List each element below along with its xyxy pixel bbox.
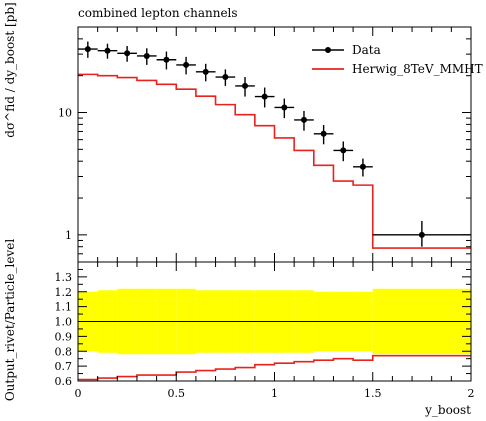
data-point <box>254 87 275 108</box>
chart-title: combined lepton channels <box>78 6 238 20</box>
data-point <box>235 77 255 97</box>
data-marker <box>143 52 150 59</box>
data-marker <box>359 163 366 170</box>
data-point <box>215 69 236 86</box>
legend: Data Herwig_8TeV_MMHT <box>312 43 483 76</box>
ratio-y-tick-label: 1.0 <box>55 316 73 329</box>
data-marker <box>222 74 229 81</box>
x-tick-label: 2 <box>468 387 475 400</box>
data-marker <box>202 68 209 75</box>
data-marker <box>320 130 327 137</box>
data-marker <box>163 56 170 63</box>
data-point <box>136 48 157 65</box>
x-tick-label: 0 <box>75 387 82 400</box>
data-point <box>274 98 295 119</box>
data-point <box>176 56 196 75</box>
data-marker <box>183 61 190 68</box>
data-point <box>353 158 373 177</box>
data-marker <box>84 46 91 53</box>
data-marker <box>340 147 347 154</box>
y-tick-label: 10 <box>58 107 72 120</box>
data-marker <box>124 50 131 57</box>
data-marker <box>418 231 425 238</box>
data-marker <box>261 93 268 100</box>
data-point <box>78 41 98 58</box>
ratio-y-tick-label: 1.1 <box>55 301 73 314</box>
legend-data-marker <box>325 47 331 53</box>
data-point <box>372 220 471 247</box>
mc-step-line <box>78 73 471 249</box>
x-axis-title: y_boost <box>424 403 471 417</box>
data-marker <box>281 104 288 111</box>
x-tick-label: 1.5 <box>364 387 382 400</box>
svg-text:dσ^fid / dy_boost [pb]: dσ^fid / dy_boost [pb] <box>3 2 17 137</box>
ratio-y-axis-title: Output_rivet/Particle_level <box>3 239 17 402</box>
ratio-y-tick-label: 0.8 <box>55 345 73 358</box>
legend-data-label: Data <box>352 43 381 57</box>
data-marker <box>300 116 307 123</box>
ratio-y-tick-label: 1.2 <box>55 286 73 299</box>
data-point <box>97 43 118 59</box>
x-tick-label: 1 <box>271 387 278 400</box>
data-point <box>195 63 216 82</box>
main-y-axis-title: dσ^fid / dy_boost [pb] <box>3 2 17 137</box>
data-point <box>294 110 314 131</box>
y-tick-label: 1 <box>65 229 72 242</box>
ratio-panel: 0.6 0.7 0.8 0.91.0 1.1 1.2 1.3 0 0.5 1 1.5 2 <box>55 261 475 400</box>
ratio-y-tick-label: 0.6 <box>55 375 73 388</box>
ratio-y-tick-label: 0.9 <box>55 330 73 343</box>
ratio-y-tick-label: 1.3 <box>55 271 73 284</box>
data-point <box>333 141 354 162</box>
x-tick-label: 0.5 <box>168 387 186 400</box>
ratio-y-tick-label: 0.7 <box>55 360 73 373</box>
ratio-plot-frame <box>77 261 472 382</box>
legend-mc-label: Herwig_8TeV_MMHT <box>352 62 483 76</box>
data-marker <box>104 47 111 54</box>
data-point <box>117 45 137 62</box>
data-point <box>313 125 334 145</box>
data-point <box>156 51 177 70</box>
data-marker <box>242 82 249 89</box>
svg-text:Output_rivet/Particle_level: Output_rivet/Particle_level <box>3 239 17 402</box>
